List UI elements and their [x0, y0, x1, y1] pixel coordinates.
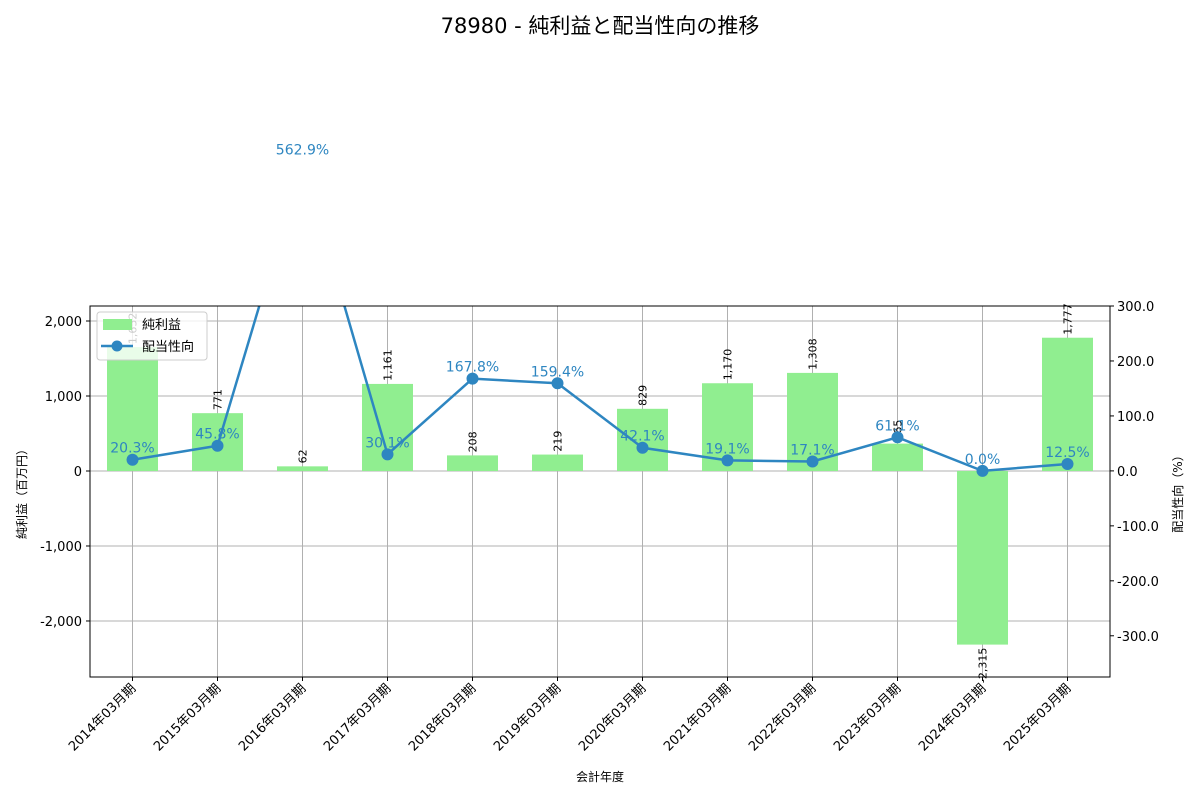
line-value-label: 17.1% — [790, 442, 834, 458]
bar — [107, 347, 158, 471]
x-tick-label: 2015年03月期 — [151, 681, 224, 754]
bar-value-label: 208 — [467, 431, 480, 452]
x-tick-label: 2021年03月期 — [661, 681, 734, 754]
bar — [957, 470, 1008, 645]
bar-value-label: 771 — [212, 389, 225, 410]
y-axis-label: 純利益（百万円） — [15, 443, 29, 539]
line-marker — [381, 448, 394, 461]
bar-value-label: 1,308 — [807, 338, 820, 370]
line-value-label: 0.0% — [965, 452, 1001, 468]
legend-marker-icon — [111, 340, 123, 352]
line-value-label: 159.4% — [531, 364, 584, 380]
x-tick-label: 2025年03月期 — [1001, 681, 1074, 754]
y-tick-label: 1,000 — [45, 390, 82, 405]
payout-ratio-line — [132, 306, 1068, 473]
x-tick-label: 2016年03月期 — [236, 681, 309, 754]
y-tick-label: -2,000 — [40, 615, 82, 630]
x-tick-label: 2024年03月期 — [916, 681, 989, 754]
line-marker — [551, 377, 564, 390]
bar — [617, 408, 668, 471]
bar — [532, 454, 583, 471]
line-value-label: 45.8% — [195, 427, 239, 443]
y2-tick-label: 200.0 — [1117, 355, 1154, 370]
line-value-label: 20.3% — [110, 441, 154, 457]
bar-value-label: -2,315 — [977, 648, 990, 683]
right-axis: -300.0 -200.0 -100.0 0.0 100.0 200.0 300.0 — [1110, 300, 1159, 645]
legend-label-line: 配当性向 — [142, 339, 194, 355]
x-axis: 2014年03月期 2015年03月期 2016年03月期 2017年03月期 2018… — [66, 677, 1074, 755]
bar-value-label: 1,777 — [1062, 303, 1075, 335]
line-marker — [806, 455, 819, 468]
line-marker — [976, 464, 989, 477]
plot-frame — [89, 305, 1111, 678]
bar — [1042, 337, 1093, 471]
y-tick-label: 0 — [74, 465, 82, 480]
bar-value-label: 1,170 — [722, 349, 735, 381]
left-axis: -2,000 -1,000 0 1,000 2,000 — [40, 315, 90, 630]
x-tick-label: 2017年03月期 — [321, 681, 394, 754]
y2-tick-label: -200.0 — [1117, 575, 1159, 590]
x-tick-label: 2018年03月期 — [406, 681, 479, 754]
x-tick-label: 2023年03月期 — [831, 681, 904, 754]
line-value-label: 42.1% — [620, 429, 664, 445]
y2-tick-label: 300.0 — [1117, 300, 1154, 315]
line-marker — [1061, 458, 1074, 471]
bar — [872, 443, 923, 471]
y2-axis-label: 配当性向（%） — [1170, 449, 1185, 532]
line-value-label: 19.1% — [705, 441, 749, 457]
bar-value-label: 829 — [637, 385, 650, 406]
bar — [447, 455, 498, 471]
x-tick-label: 2020年03月期 — [576, 681, 649, 754]
legend-label-bar: 純利益 — [142, 318, 181, 333]
bar-value-label: 1,161 — [382, 349, 395, 381]
x-tick-label: 2022年03月期 — [746, 681, 819, 754]
legend-bar-swatch — [103, 319, 132, 330]
x-tick-label: 2019年03月期 — [491, 681, 564, 754]
legend: 純利益 配当性向 — [96, 311, 208, 361]
y2-tick-label: 100.0 — [1117, 410, 1154, 425]
line-series: 20.3% 45.8% 562.9% 30.1% 167.8% 159.4% 42.1% 19… — [110, 143, 1090, 477]
y2-tick-label: -300.0 — [1117, 630, 1159, 645]
y-tick-label: -1,000 — [40, 540, 82, 555]
bar-series: 1,652771621,1612082198291,1701,308365-2,… — [107, 303, 1093, 683]
bar-value-label: 219 — [552, 431, 565, 452]
line-value-label: 30.1% — [365, 435, 409, 451]
line-marker — [636, 441, 649, 454]
line-marker — [211, 439, 224, 452]
y2-tick-label: -100.0 — [1117, 520, 1159, 535]
bar-value-label: 62 — [297, 449, 310, 463]
line-value-label: 562.9% — [276, 143, 329, 159]
x-tick-label: 2014年03月期 — [66, 681, 139, 754]
line-marker — [721, 454, 734, 467]
y-tick-label: 2,000 — [45, 315, 82, 330]
line-value-label: 167.8% — [446, 360, 499, 376]
x-axis-label: 会計年度 — [576, 769, 624, 784]
bar — [277, 466, 328, 471]
line-marker — [466, 372, 479, 385]
line-value-label: 12.5% — [1045, 445, 1089, 461]
chart-title: 78980 - 純利益と配当性向の推移 — [441, 14, 760, 38]
line-value-label: 61.1% — [875, 418, 919, 434]
bar — [787, 372, 838, 471]
y2-tick-label: 0.0 — [1117, 465, 1138, 480]
line-marker — [126, 453, 139, 466]
line-marker — [891, 431, 904, 444]
